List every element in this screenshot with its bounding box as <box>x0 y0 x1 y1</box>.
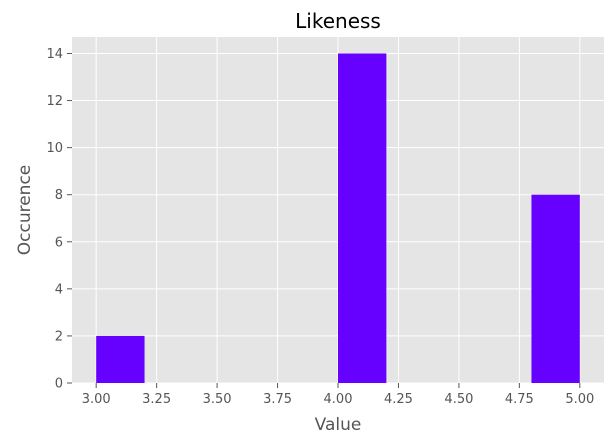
x-tick-label: 3.75 <box>263 392 292 407</box>
x-tick-label: 5.00 <box>565 392 594 407</box>
x-tick-label: 3.25 <box>142 392 171 407</box>
y-axis-label: Occurence <box>15 165 35 256</box>
x-tick-label: 3.00 <box>82 392 111 407</box>
x-axis-label: Value <box>315 415 362 435</box>
y-tick-label: 12 <box>46 94 63 109</box>
y-tick-label: 8 <box>55 188 63 203</box>
y-tick-label: 14 <box>46 47 63 62</box>
x-tick-label: 3.50 <box>203 392 232 407</box>
histogram-bar-2 <box>531 194 580 383</box>
histogram-bar-0 <box>96 335 145 383</box>
y-tick-label: 2 <box>55 329 63 344</box>
x-tick-label: 4.75 <box>505 392 534 407</box>
axis-ticks: 3.00 3.25 3.50 3.75 4.00 4.25 4.50 4.75 5.00 0 2 4 6… <box>46 47 594 407</box>
x-tick-label: 4.00 <box>324 392 353 407</box>
chart-title: Likeness <box>295 9 381 33</box>
x-tick-label: 4.50 <box>444 392 473 407</box>
y-tick-label: 10 <box>46 141 63 156</box>
y-tick-label: 4 <box>55 282 63 297</box>
y-tick-label: 0 <box>55 377 63 392</box>
x-tick-label: 4.25 <box>384 392 413 407</box>
y-tick-label: 6 <box>55 235 63 250</box>
bars <box>96 53 580 383</box>
histogram-bar-1 <box>338 53 387 383</box>
